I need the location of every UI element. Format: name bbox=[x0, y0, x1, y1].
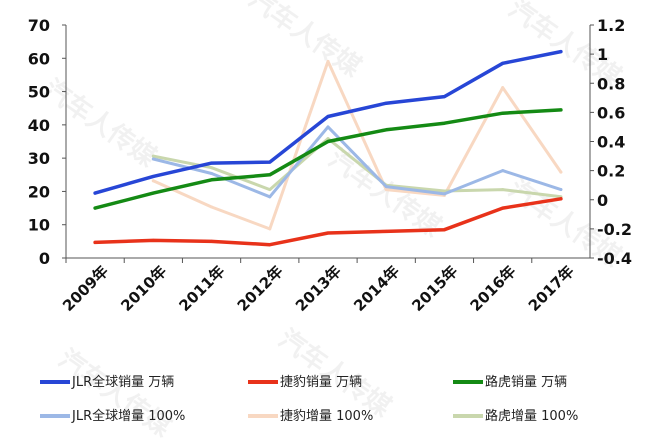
data-point bbox=[501, 169, 505, 173]
data-point bbox=[559, 50, 563, 54]
x-tick-label: 2011年 bbox=[176, 262, 229, 315]
legend-label: 路虎销量 万辆 bbox=[485, 374, 567, 390]
data-point bbox=[210, 161, 214, 165]
legend-label: 路虎增量 100% bbox=[485, 408, 578, 424]
x-tick-label: 2013年 bbox=[292, 262, 345, 315]
series-line-1 bbox=[93, 197, 563, 247]
data-point bbox=[559, 170, 563, 174]
data-point bbox=[442, 121, 446, 125]
data-point bbox=[210, 172, 214, 176]
x-tick-label: 2012年 bbox=[234, 262, 287, 315]
data-point bbox=[442, 192, 446, 196]
right-tick-label: -0.2 bbox=[597, 220, 632, 239]
data-point bbox=[384, 188, 388, 192]
left-tick-label: 20 bbox=[28, 182, 50, 201]
legend-label: 捷豹销量 万辆 bbox=[280, 375, 362, 390]
data-point bbox=[210, 239, 214, 243]
data-point bbox=[501, 188, 505, 192]
data-point bbox=[268, 243, 272, 247]
right-tick-label: 0.6 bbox=[597, 103, 625, 122]
data-point bbox=[210, 205, 214, 209]
data-point bbox=[326, 140, 330, 143]
data-point bbox=[151, 179, 155, 183]
data-point bbox=[151, 174, 155, 178]
data-point bbox=[384, 185, 388, 189]
left-tick-label: 60 bbox=[28, 49, 50, 68]
series-lines bbox=[93, 49, 563, 247]
data-point bbox=[151, 154, 155, 158]
x-tick-label: 2014年 bbox=[350, 262, 403, 315]
data-point bbox=[384, 128, 388, 132]
left-tick-label: 10 bbox=[28, 216, 50, 235]
right-tick-label: -0.4 bbox=[597, 249, 632, 268]
right-tick-label: 0 bbox=[597, 191, 608, 210]
data-point bbox=[326, 125, 330, 129]
data-point bbox=[501, 61, 505, 65]
x-tick-label: 2016年 bbox=[467, 262, 520, 315]
data-point bbox=[559, 188, 563, 192]
data-point bbox=[268, 173, 272, 177]
data-point bbox=[151, 238, 155, 242]
data-point bbox=[384, 101, 388, 105]
series-line-5 bbox=[151, 137, 563, 199]
x-tick-label: 2009年 bbox=[59, 262, 112, 315]
right-tick-label: 1.2 bbox=[597, 16, 625, 35]
right-tick-label: 0.8 bbox=[597, 74, 625, 93]
data-point bbox=[268, 195, 272, 199]
data-point bbox=[151, 191, 155, 195]
series-line-4 bbox=[151, 59, 563, 231]
data-point bbox=[210, 178, 214, 182]
data-point bbox=[326, 137, 330, 141]
data-point bbox=[442, 228, 446, 232]
data-point bbox=[559, 108, 563, 112]
data-point bbox=[268, 227, 272, 231]
right-tick-label: 0.2 bbox=[597, 162, 625, 181]
data-point bbox=[268, 160, 272, 164]
left-tick-label: 30 bbox=[28, 149, 50, 168]
data-point bbox=[384, 229, 388, 233]
data-point bbox=[559, 197, 563, 201]
legend: JLR全球销量 万辆 捷豹销量 万辆 路虎销量 万辆 JLR全球增量 100% 捷豹增量… bbox=[40, 374, 578, 424]
x-tick-label: 2017年 bbox=[525, 262, 578, 315]
data-point bbox=[93, 240, 97, 244]
left-tick-label: 70 bbox=[28, 16, 50, 35]
data-point bbox=[501, 111, 505, 115]
legend-label: JLR全球销量 万辆 bbox=[71, 374, 174, 390]
data-point bbox=[326, 59, 330, 63]
data-point bbox=[268, 188, 272, 192]
data-point bbox=[93, 206, 97, 210]
data-point bbox=[442, 95, 446, 99]
legend-label: 捷豹增量 100% bbox=[280, 409, 373, 424]
data-point bbox=[326, 115, 330, 119]
data-point bbox=[210, 166, 214, 170]
data-point bbox=[151, 157, 155, 161]
right-tick-label: 1 bbox=[597, 45, 608, 64]
left-tick-label: 0 bbox=[39, 249, 50, 268]
left-tick-label: 40 bbox=[28, 116, 50, 135]
x-tick-label: 2015年 bbox=[408, 262, 461, 315]
legend-label: JLR全球增量 100% bbox=[71, 408, 185, 424]
x-tick-label: 2010年 bbox=[117, 262, 170, 315]
left-tick-label: 50 bbox=[28, 83, 50, 102]
data-point bbox=[501, 86, 505, 90]
data-point bbox=[442, 189, 446, 193]
watermark-text: 汽车人传媒 bbox=[38, 73, 163, 174]
data-point bbox=[326, 231, 330, 235]
right-tick-label: 0.4 bbox=[597, 133, 625, 152]
data-point bbox=[93, 191, 97, 195]
data-point bbox=[501, 206, 505, 210]
watermark-text: 汽车人传媒 bbox=[243, 0, 368, 84]
